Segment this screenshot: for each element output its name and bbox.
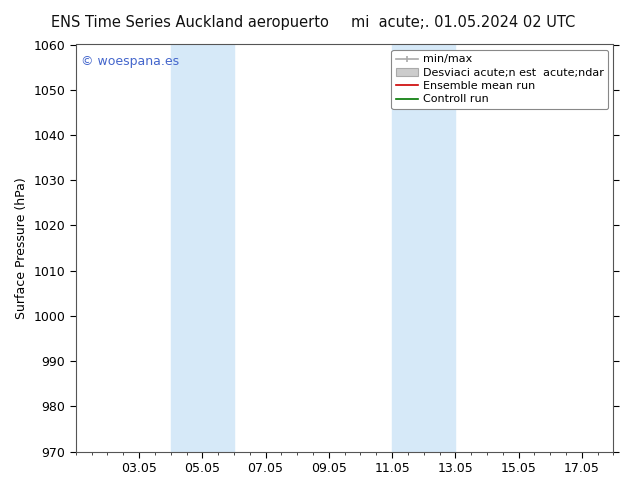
Text: © woespana.es: © woespana.es [81,55,179,68]
Legend: min/max, Desviaci acute;n est  acute;ndar, Ensemble mean run, Controll run: min/max, Desviaci acute;n est acute;ndar… [391,50,608,109]
Text: ENS Time Series Auckland aeropuerto: ENS Time Series Auckland aeropuerto [51,15,329,30]
Bar [392,45,455,452]
Bar [171,45,234,452]
Text: mi  acute;. 01.05.2024 02 UTC: mi acute;. 01.05.2024 02 UTC [351,15,575,30]
Y-axis label: Surface Pressure (hPa): Surface Pressure (hPa) [15,177,28,319]
